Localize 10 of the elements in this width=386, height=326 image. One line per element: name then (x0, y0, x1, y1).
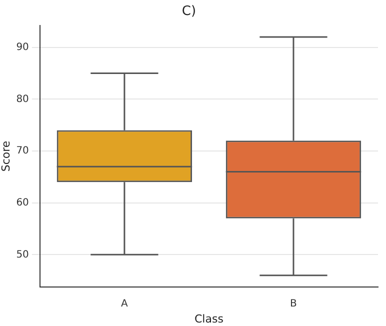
x-axis-title: Class (194, 312, 224, 326)
y-tick-label: 60 (16, 197, 29, 208)
x-tick-label: A (121, 298, 128, 310)
y-tick-label: 90 (16, 42, 29, 53)
y-tick-label: 70 (16, 146, 29, 157)
x-tick-label: B (290, 298, 298, 310)
chart-title: C) (182, 4, 196, 20)
y-tick-label: 80 (16, 94, 29, 105)
y-tick-label: 50 (16, 249, 29, 260)
y-axis-title: Score (0, 140, 12, 172)
